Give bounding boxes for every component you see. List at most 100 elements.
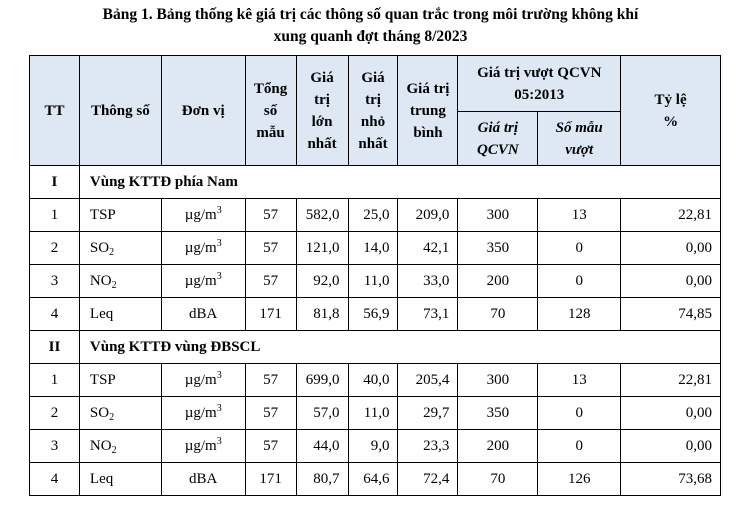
group-row: I Vùng KTTĐ phía Nam [29, 165, 722, 199]
row-ratio: 0,00 [620, 396, 721, 430]
row-param: TSP [78, 363, 162, 397]
table-row: 4 Leq dBA 171 80,7 64,6 72,4 70 126 73,68 [29, 462, 721, 496]
table-row: 4 Leq dBA 171 81,8 56,9 73,1 70 128 74,85 [29, 297, 721, 331]
row-ratio: 0,00 [620, 231, 721, 265]
header-tt: TT [29, 55, 80, 166]
row-qcvn: 70 [457, 297, 539, 331]
header-exceed: Giá trị vượt QCVN 05:2013 [457, 55, 622, 112]
header-param: Thông số [78, 55, 162, 166]
row-samples-over: 0 [537, 264, 622, 298]
row-total: 57 [244, 264, 297, 298]
row-min: 11,0 [347, 264, 399, 298]
row-tt: 2 [29, 231, 80, 265]
row-param: Leq [78, 297, 162, 331]
row-qcvn: 70 [457, 462, 539, 496]
row-total: 171 [244, 297, 297, 331]
row-tt: 1 [29, 198, 80, 232]
row-samples-over: 126 [537, 462, 622, 496]
row-samples-over: 0 [537, 231, 622, 265]
row-param: TSP [78, 198, 162, 232]
row-param: NO2 [78, 264, 162, 298]
title-line-2: xung quanh đợt tháng 8/2023 [273, 28, 468, 45]
header-total: Tổng số mẫu [244, 55, 297, 166]
row-avg: 33,0 [397, 264, 459, 298]
row-min: 40,0 [347, 363, 399, 397]
table-title: Bảng 1. Bảng thống kê giá trị các thông … [0, 0, 741, 48]
row-avg: 29,7 [397, 396, 459, 430]
row-max: 699,0 [295, 363, 349, 397]
row-qcvn: 300 [457, 198, 539, 232]
row-min: 9,0 [347, 429, 399, 463]
row-qcvn: 200 [457, 264, 539, 298]
row-tt: 4 [29, 462, 80, 496]
row-qcvn: 350 [457, 231, 539, 265]
row-avg: 23,3 [397, 429, 459, 463]
row-min: 56,9 [347, 297, 399, 331]
row-max: 582,0 [295, 198, 349, 232]
row-max: 44,0 [295, 429, 349, 463]
row-tt: 3 [29, 429, 80, 463]
row-tt: 3 [29, 264, 80, 298]
row-min: 25,0 [347, 198, 399, 232]
row-avg: 42,1 [397, 231, 459, 265]
row-avg: 209,0 [397, 198, 459, 232]
row-avg: 73,1 [397, 297, 459, 331]
row-samples-over: 128 [537, 297, 622, 331]
row-ratio: 22,81 [620, 363, 721, 397]
row-max: 121,0 [295, 231, 349, 265]
group-row: II Vùng KTTĐ vùng ĐBSCL [29, 330, 722, 364]
row-param: SO2 [78, 396, 162, 430]
air-quality-table: TT Thông số Đơn vị Tổng số mẫu Giá trị l… [29, 55, 722, 496]
row-total: 57 [244, 231, 297, 265]
row-ratio: 74,85 [620, 297, 721, 331]
row-total: 57 [244, 396, 297, 430]
row-avg: 205,4 [397, 363, 459, 397]
table-row: 3 NO2 µg/m3 57 92,0 11,0 33,0 200 0 0,00 [29, 264, 721, 298]
row-tt: 4 [29, 297, 80, 331]
header-samples-over: Số mẫu vượt [537, 111, 622, 166]
row-max: 81,8 [295, 297, 349, 331]
row-unit: µg/m3 [160, 231, 246, 265]
row-min: 64,6 [347, 462, 399, 496]
group-name: Vùng KTTĐ vùng ĐBSCL [78, 330, 722, 364]
row-param: Leq [78, 462, 162, 496]
row-samples-over: 0 [537, 429, 622, 463]
row-unit: µg/m3 [160, 264, 246, 298]
group-id: II [29, 330, 80, 364]
title-line-1: Bảng 1. Bảng thống kê giá trị các thông … [102, 6, 639, 23]
row-total: 57 [244, 429, 297, 463]
row-unit: dBA [160, 297, 246, 331]
table-row: 2 SO2 µg/m3 57 121,0 14,0 42,1 350 0 0,00 [29, 231, 721, 265]
row-ratio: 0,00 [620, 429, 721, 463]
row-unit: µg/m3 [160, 198, 246, 232]
row-tt: 1 [29, 363, 80, 397]
row-min: 11,0 [347, 396, 399, 430]
row-param: NO2 [78, 429, 162, 463]
row-unit: µg/m3 [160, 363, 246, 397]
row-unit: µg/m3 [160, 396, 246, 430]
row-unit: µg/m3 [160, 429, 246, 463]
header-min: Giá trị nhỏ nhất [347, 55, 399, 166]
row-tt: 2 [29, 396, 80, 430]
row-max: 92,0 [295, 264, 349, 298]
row-max: 80,7 [295, 462, 349, 496]
row-ratio: 22,81 [620, 198, 721, 232]
header-avg: Giá trị trung bình [397, 55, 459, 166]
row-max: 57,0 [295, 396, 349, 430]
table-body: I Vùng KTTĐ phía Nam 1 TSP µg/m3 57 582,0 25,0 2… [29, 165, 722, 496]
row-unit: dBA [160, 462, 246, 496]
header-qcvn: Giá trị QCVN [457, 111, 539, 166]
row-samples-over: 13 [537, 198, 622, 232]
row-qcvn: 350 [457, 396, 539, 430]
row-total: 57 [244, 198, 297, 232]
row-total: 171 [244, 462, 297, 496]
row-param: SO2 [78, 231, 162, 265]
row-total: 57 [244, 363, 297, 397]
row-min: 14,0 [347, 231, 399, 265]
row-avg: 72,4 [397, 462, 459, 496]
header-ratio: Tỷ lệ % [620, 55, 721, 166]
table-row: 3 NO2 µg/m3 57 44,0 9,0 23,3 200 0 0,00 [29, 429, 721, 463]
row-qcvn: 300 [457, 363, 539, 397]
group-id: I [29, 165, 80, 199]
table-row: 1 TSP µg/m3 57 582,0 25,0 209,0 300 13 22,81 [29, 198, 721, 232]
